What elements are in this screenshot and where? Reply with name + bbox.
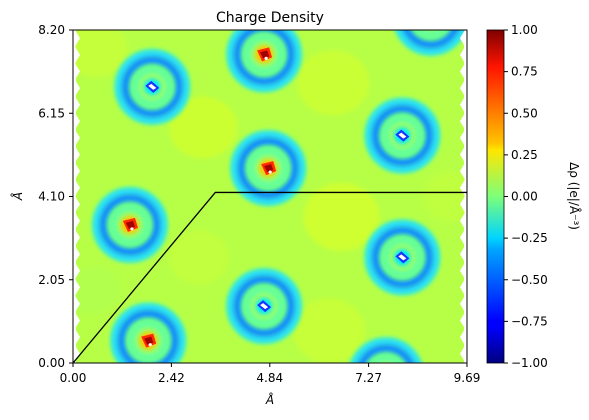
site-core-center <box>125 220 135 229</box>
site-ring <box>402 30 459 49</box>
colorbar-tick-label: −0.25 <box>511 231 548 245</box>
plot-area <box>72 10 468 378</box>
y-tick-label: 8.20 <box>38 23 65 37</box>
atom-site-3 <box>226 30 303 93</box>
site-inner <box>371 356 401 363</box>
site-outer-ring <box>111 303 186 363</box>
atom-site-1 <box>110 302 187 363</box>
site-outer-ring <box>365 220 440 295</box>
site-inner <box>416 30 446 37</box>
atom-site-7 <box>364 219 441 296</box>
y-axis-label: Å <box>10 192 25 201</box>
x-tick-label: 4.84 <box>256 371 283 385</box>
site-core-center <box>398 132 407 139</box>
colorbar-tick-label: 0.50 <box>511 106 538 120</box>
left-edge-zigzag <box>73 30 80 363</box>
site-ring <box>233 275 295 337</box>
colorbar-tick-label: −0.50 <box>511 273 548 287</box>
site-core-center <box>260 50 270 59</box>
atom-site-2 <box>230 130 307 207</box>
colorbar-gradient <box>486 29 505 364</box>
colorbar-tick-label: −0.75 <box>511 314 548 328</box>
y-tick-label: 4.10 <box>38 190 65 204</box>
site-core-dot <box>148 343 152 347</box>
site-core-center <box>398 254 407 261</box>
colorbar-tick-label: −1.00 <box>511 356 548 370</box>
colorbar: 1.00 0.75 0.50 0.25 0.00 −0.25 −0.50 −0.75 −1.00… <box>486 23 582 370</box>
site-ring <box>371 226 433 288</box>
x-tick-label: 2.42 <box>158 371 185 385</box>
site-ring <box>99 194 161 256</box>
site-core-center <box>148 83 157 90</box>
site-core-dot <box>268 170 272 174</box>
right-edge-zigzag <box>460 30 467 363</box>
atom-site-9 <box>394 10 467 56</box>
site-ring <box>121 56 183 118</box>
site-core <box>424 12 438 24</box>
colorbar-ticks: 1.00 0.75 0.50 0.25 0.00 −0.25 −0.50 −0.75 −1.00 <box>504 23 548 370</box>
site-ring <box>233 30 295 85</box>
cell-outline <box>73 191 467 363</box>
site-outer-ring <box>351 338 422 363</box>
atom-site-6 <box>364 97 441 174</box>
site-outer-ring <box>395 30 466 55</box>
site-inner-core <box>423 30 438 32</box>
site-core-center <box>260 303 269 310</box>
site-outer-ring <box>227 269 302 344</box>
site-core-dot <box>130 227 134 231</box>
colorbar-label: Δρ (|e|/Å⁻³) <box>567 162 582 230</box>
site-core-center <box>144 336 154 345</box>
site-ring <box>358 344 415 363</box>
site-outer-ring <box>365 98 440 173</box>
x-tick-label: 0.00 <box>60 371 87 385</box>
colorbar-tick-label: 1.00 <box>511 23 538 37</box>
density-field-patches <box>73 30 467 363</box>
site-core-center <box>264 164 274 173</box>
site-core-center <box>427 15 435 21</box>
x-tick-label: 9.69 <box>454 371 481 385</box>
colorbar-tick-label: 0.75 <box>511 65 538 79</box>
y-axis-ticks: 0.00 2.05 4.10 6.15 8.20 <box>38 23 73 370</box>
y-tick-label: 0.00 <box>38 356 65 370</box>
atom-site-4 <box>114 48 191 125</box>
x-axis-label: Å <box>265 392 274 407</box>
site-outer-ring <box>92 187 167 262</box>
colorbar-tick-label: 0.00 <box>511 190 538 204</box>
x-tick-label: 7.27 <box>355 371 382 385</box>
site-ring <box>237 137 299 199</box>
site-outer-ring <box>231 131 306 206</box>
site-ring <box>117 310 179 363</box>
site-outer-ring <box>115 49 190 124</box>
chart-title: Charge Density <box>216 10 324 26</box>
atom-site-5 <box>226 268 303 345</box>
site-ring <box>371 105 433 167</box>
site-glow <box>423 10 439 26</box>
x-axis-ticks: 0.00 2.42 4.84 7.27 9.69 <box>60 363 481 385</box>
atom-site-0 <box>91 186 168 263</box>
atom-site-8 <box>350 337 423 378</box>
site-core-center <box>382 372 390 378</box>
atom-sites <box>91 10 467 378</box>
y-tick-label: 6.15 <box>38 106 65 120</box>
site-outer-ring <box>227 30 302 92</box>
y-tick-label: 2.05 <box>38 273 65 287</box>
edge-zigzag <box>73 30 467 363</box>
colorbar-tick-label: 0.25 <box>511 148 538 162</box>
site-core-dot <box>264 56 268 60</box>
